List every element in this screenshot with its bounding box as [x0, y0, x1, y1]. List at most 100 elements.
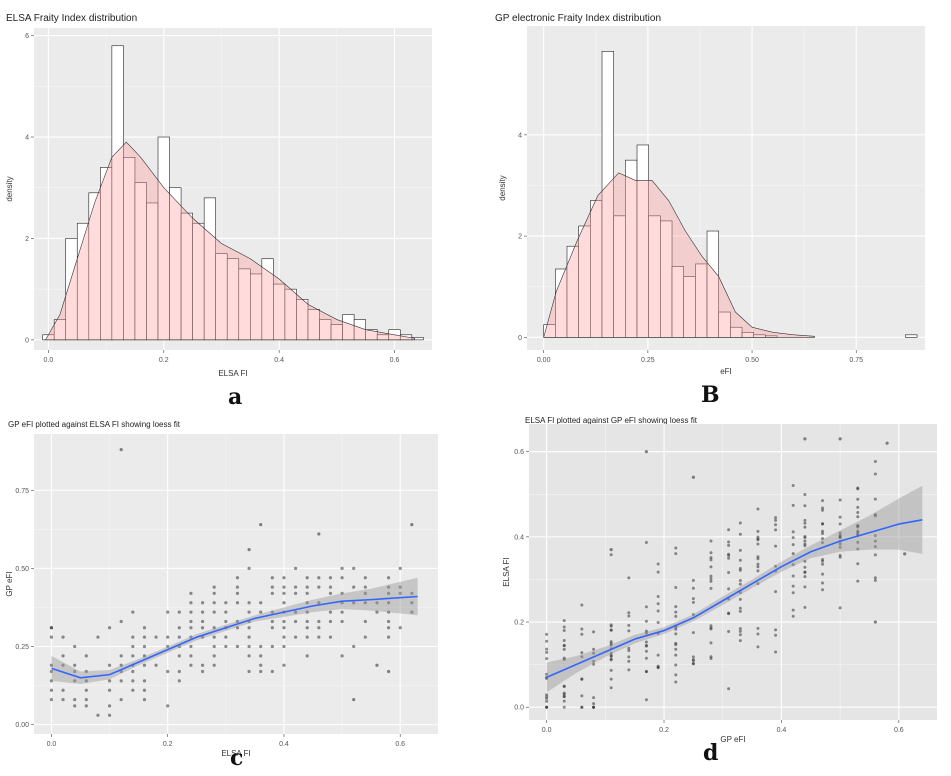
- y-tick-label: 0.00: [15, 722, 29, 729]
- scatter-point: [73, 644, 77, 649]
- scatter-point: [609, 628, 613, 632]
- scatter-point: [119, 654, 123, 658]
- scatter-point: [674, 552, 678, 556]
- scatter-point: [821, 499, 825, 503]
- scatter-point: [410, 591, 414, 595]
- scatter-point: [107, 688, 112, 692]
- scatter-point: [627, 623, 631, 627]
- scatter-point: [627, 576, 631, 580]
- y-tick-label: 2: [25, 236, 29, 243]
- scatter-point: [644, 605, 648, 609]
- scatter-point: [545, 639, 549, 643]
- scatter-point: [873, 460, 877, 464]
- scatter-point: [73, 663, 77, 667]
- scatter-point: [644, 631, 648, 635]
- x-tick-label: 0.0: [542, 727, 552, 734]
- scatter-point: [131, 644, 135, 649]
- scatter-point: [328, 591, 333, 595]
- scatter-point: [674, 653, 678, 657]
- scatter-point: [691, 578, 695, 582]
- scatter-point: [609, 668, 613, 672]
- scatter-point: [580, 651, 584, 655]
- x-tick-label: 0.6: [395, 741, 405, 748]
- y-tick-label: 6: [25, 33, 29, 40]
- scatter-point: [410, 610, 414, 614]
- scatter-point: [61, 688, 65, 692]
- scatter-point: [727, 612, 731, 616]
- scatter-point: [340, 654, 344, 658]
- scatter-point: [177, 610, 181, 614]
- scatter-point: [270, 591, 274, 595]
- scatter-point: [873, 514, 877, 518]
- scatter-point: [142, 698, 147, 702]
- scatter-point: [189, 644, 193, 649]
- scatter-point: [49, 688, 54, 692]
- scatter-point: [131, 635, 135, 639]
- scatter-point: [609, 548, 613, 552]
- scatter-point: [61, 698, 65, 702]
- scatter-point: [142, 688, 147, 692]
- scatter-point: [270, 619, 274, 624]
- scatter-point: [873, 578, 877, 582]
- scatter-point: [224, 619, 228, 624]
- scatter-point: [282, 635, 286, 639]
- scatter-point: [562, 692, 566, 696]
- scatter-point: [656, 602, 660, 606]
- scatter-point: [61, 654, 65, 658]
- scatter-point: [166, 635, 170, 639]
- scatter-point: [580, 655, 584, 659]
- scatter-point: [166, 610, 170, 614]
- panel-label-d: d: [703, 740, 719, 766]
- scatter-point: [709, 551, 713, 555]
- scatter-point: [674, 680, 678, 684]
- scatter-point: [821, 541, 825, 545]
- scatter-point: [803, 559, 807, 563]
- x-tick-label: 0.2: [659, 727, 669, 734]
- scatter-point: [142, 635, 147, 639]
- scatter-point: [340, 566, 344, 570]
- scatter-point: [189, 601, 193, 605]
- x-axis-title: ELSA FI: [218, 369, 247, 378]
- scatter-point: [154, 635, 158, 639]
- panel-c: GP eFI plotted against ELSA FI showing l…: [0, 410, 475, 776]
- x-tick-label: 0.0: [47, 741, 57, 748]
- scatter-point: [821, 506, 825, 510]
- scatter-point: [609, 651, 613, 655]
- scatter-point: [609, 677, 613, 681]
- scatter-point: [200, 626, 205, 630]
- scatter-point: [235, 619, 240, 624]
- density-curve: [543, 172, 815, 338]
- scatter-point: [84, 669, 88, 674]
- scatter-point: [738, 521, 742, 525]
- scatter-point: [200, 619, 205, 624]
- scatter-point: [738, 578, 742, 582]
- scatter-point: [84, 679, 88, 683]
- y-tick-label: 4: [25, 135, 29, 142]
- scatter-point: [259, 663, 263, 667]
- scatter-point: [738, 582, 742, 586]
- scatter-point: [363, 576, 367, 580]
- scatter-point: [774, 523, 778, 527]
- scatter-point: [142, 663, 147, 667]
- scatter-point: [49, 635, 54, 639]
- scatter-point: [398, 591, 402, 595]
- scatter-point: [756, 565, 760, 569]
- scatter-point: [821, 581, 825, 585]
- y-axis-title: GP eFI: [5, 571, 14, 596]
- scatter-point: [609, 553, 613, 557]
- scatter-point: [856, 562, 860, 566]
- x-axis-title: ELSA FI: [221, 749, 250, 758]
- scatter-point: [352, 566, 356, 570]
- scatter-point: [656, 621, 660, 625]
- scatter-point: [644, 698, 648, 702]
- scatter-point: [821, 532, 825, 536]
- scatter-point: [738, 639, 742, 643]
- scatter-point: [691, 475, 695, 479]
- scatter-point: [738, 548, 742, 552]
- scatter-point: [177, 669, 181, 674]
- scatter-point: [627, 611, 631, 615]
- scatter-point: [363, 619, 367, 624]
- scatter-point: [224, 601, 228, 605]
- chart-c: 0.0 0.2 0.4 0.6 0.00 0.25 0.50 0.75 ELSA FI GP eF…: [5, 434, 438, 758]
- scatter-point: [644, 450, 649, 454]
